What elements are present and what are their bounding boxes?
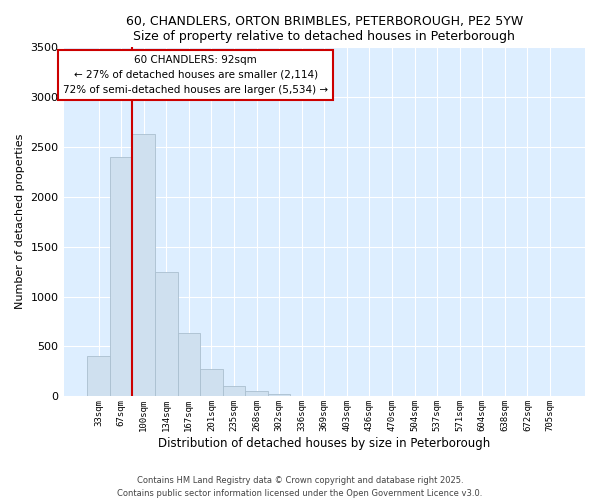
Bar [200,369,223,396]
Y-axis label: Number of detached properties: Number of detached properties [15,134,25,310]
Title: 60, CHANDLERS, ORTON BRIMBLES, PETERBOROUGH, PE2 5YW
Size of property relative t: 60, CHANDLERS, ORTON BRIMBLES, PETERBORO… [125,15,523,43]
Text: Contains HM Land Registry data © Crown copyright and database right 2025.
Contai: Contains HM Land Registry data © Crown c… [118,476,482,498]
Bar [110,157,133,396]
Bar [245,391,268,396]
Bar [133,134,155,396]
Bar [223,386,245,396]
Bar [155,272,178,396]
X-axis label: Distribution of detached houses by size in Peterborough: Distribution of detached houses by size … [158,437,490,450]
Bar [87,356,110,397]
Bar [178,332,200,396]
Bar [268,394,290,396]
Text: 60 CHANDLERS: 92sqm
← 27% of detached houses are smaller (2,114)
72% of semi-det: 60 CHANDLERS: 92sqm ← 27% of detached ho… [63,55,328,94]
